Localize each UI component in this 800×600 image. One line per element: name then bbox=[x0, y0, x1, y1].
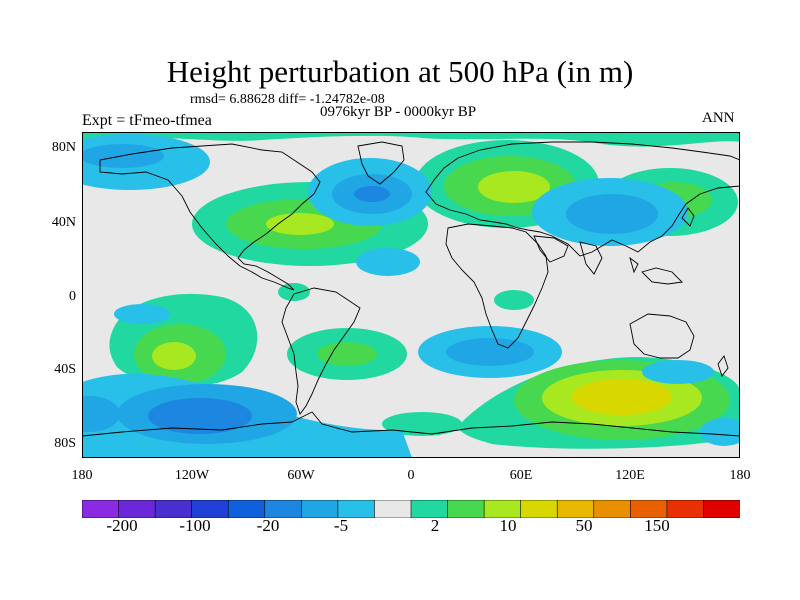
lon-label-60e: 60E bbox=[509, 468, 533, 483]
colorbar-label-neg5: -5 bbox=[333, 516, 349, 535]
colorbar-label-neg20: -20 bbox=[256, 516, 280, 535]
negative-anomaly-areas bbox=[82, 134, 740, 458]
coastlines bbox=[82, 141, 740, 437]
lat-label-eq: 0 bbox=[69, 289, 76, 304]
colorbar bbox=[82, 500, 740, 518]
colorbar-label-2: 2 bbox=[430, 516, 440, 535]
map-frame bbox=[82, 132, 740, 458]
period-label: 0976kyr BP - 0000kyr BP bbox=[320, 104, 477, 120]
contour-map bbox=[82, 132, 740, 458]
colorbar-label-neg200: -200 bbox=[106, 516, 138, 535]
lon-label-0: 0 bbox=[407, 468, 415, 483]
lat-label-40n: 40N bbox=[51, 215, 76, 230]
lon-label-120e: 120E bbox=[615, 468, 645, 483]
colorbar-swatch bbox=[703, 500, 740, 518]
colorbar-label-10: 10 bbox=[499, 516, 517, 535]
lon-label-60w: 60W bbox=[287, 468, 315, 483]
colorbar-label-50: 50 bbox=[575, 516, 593, 535]
experiment-label: Expt = tFmeo-tfmea bbox=[82, 112, 212, 129]
lon-label-180w: 180 bbox=[71, 468, 93, 483]
lat-label-80n: 80N bbox=[51, 140, 76, 155]
lat-label-40s: 40S bbox=[54, 362, 76, 377]
map-title: Height perturbation at 500 hPa (in m) bbox=[166, 54, 634, 89]
rmsd-diff-stats: rmsd= 6.88628 diff= -1.24782e-08 bbox=[190, 92, 385, 107]
colorbar-label-150: 150 bbox=[644, 516, 670, 535]
lon-label-180e: 180 bbox=[729, 468, 751, 483]
season-label: ANN bbox=[702, 110, 735, 126]
colorbar-label-neg100: -100 bbox=[179, 516, 211, 535]
lat-label-80s: 80S bbox=[54, 436, 76, 451]
lon-label-120w: 120W bbox=[174, 468, 210, 483]
